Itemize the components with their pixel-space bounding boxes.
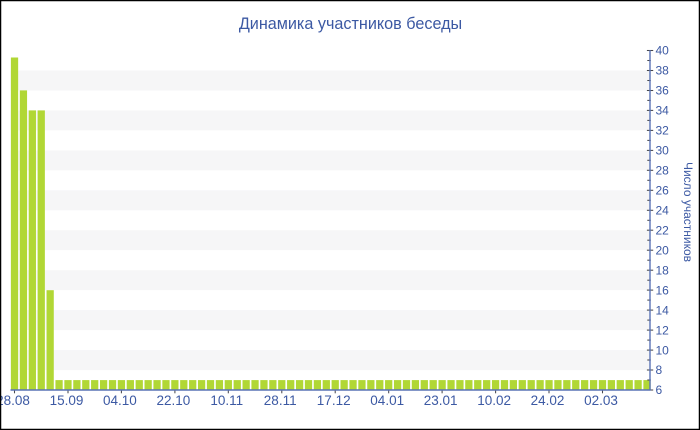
svg-text:28.11: 28.11: [264, 393, 297, 408]
svg-text:8: 8: [656, 363, 663, 377]
svg-text:04.01: 04.01: [370, 393, 404, 408]
svg-text:26: 26: [656, 184, 670, 198]
svg-text:24: 24: [656, 204, 670, 218]
svg-text:Динамика участников беседы: Динамика участников беседы: [239, 15, 462, 33]
svg-text:28.08: 28.08: [0, 393, 30, 408]
svg-text:15.09: 15.09: [50, 393, 84, 408]
svg-text:22.10: 22.10: [157, 393, 191, 408]
svg-text:04.10: 04.10: [103, 393, 137, 408]
svg-text:18: 18: [656, 263, 670, 277]
svg-text:32: 32: [656, 124, 670, 138]
svg-text:12: 12: [656, 323, 670, 337]
svg-text:Число участников: Число участников: [681, 162, 695, 262]
svg-text:34: 34: [656, 104, 670, 118]
svg-text:10: 10: [656, 343, 670, 357]
svg-text:24.02: 24.02: [531, 393, 565, 408]
svg-text:02.03: 02.03: [584, 393, 618, 408]
svg-text:10.11: 10.11: [210, 393, 243, 408]
svg-text:36: 36: [656, 84, 670, 98]
svg-text:20: 20: [656, 243, 670, 257]
svg-text:40: 40: [656, 44, 670, 58]
svg-text:16: 16: [656, 283, 670, 297]
svg-text:30: 30: [656, 144, 670, 158]
svg-text:17.12: 17.12: [317, 393, 351, 408]
svg-text:10.02: 10.02: [477, 393, 511, 408]
svg-text:38: 38: [656, 64, 670, 78]
svg-text:23.01: 23.01: [424, 393, 458, 408]
svg-text:22: 22: [656, 223, 670, 237]
svg-text:28: 28: [656, 164, 670, 178]
svg-text:6: 6: [656, 383, 663, 397]
svg-text:14: 14: [656, 303, 670, 317]
